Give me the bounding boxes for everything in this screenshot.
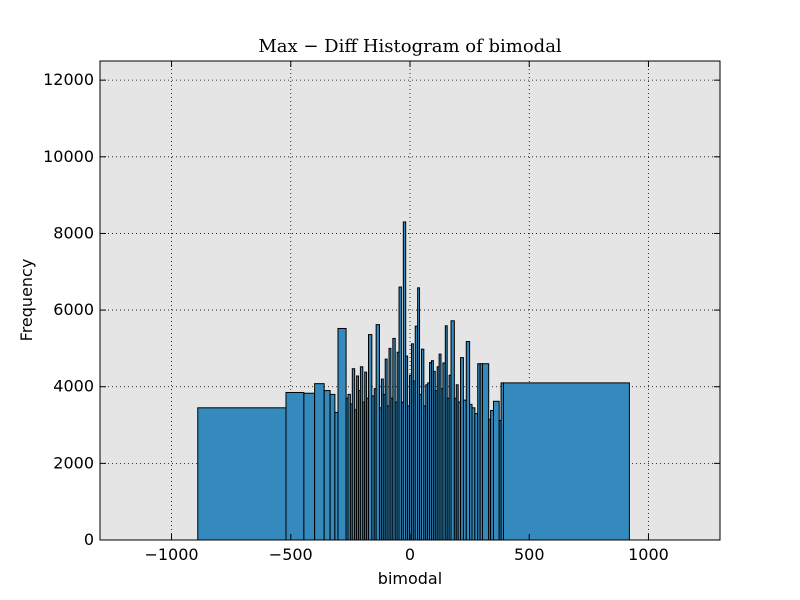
histogram-bar — [481, 363, 490, 541]
histogram-bar — [285, 391, 305, 541]
histogram-bar — [502, 382, 630, 541]
histogram-bar — [492, 400, 500, 541]
x-tick-label: 1000 — [628, 545, 669, 564]
histogram-bar — [368, 334, 373, 541]
x-tick-label: 0 — [405, 545, 415, 564]
y-tick-label: 6000 — [53, 300, 94, 319]
y-tick-label: 10000 — [43, 147, 94, 166]
y-axis-label: Frequency — [17, 259, 36, 342]
y-tick-label: 2000 — [53, 453, 94, 472]
histogram-bar — [337, 327, 347, 541]
histogram-bar — [314, 383, 325, 541]
histogram-bar — [303, 392, 316, 541]
histogram-bar — [465, 341, 471, 541]
y-tick-label: 8000 — [53, 223, 94, 242]
histogram-bar — [323, 390, 331, 541]
y-tick-label: 4000 — [53, 377, 94, 396]
x-tick-label: 500 — [514, 545, 545, 564]
y-tick-label: 12000 — [43, 70, 94, 89]
x-axis-label: bimodal — [378, 569, 442, 588]
histogram-bar — [375, 324, 380, 541]
histogram-bar — [450, 320, 455, 541]
y-tick-label: 0 — [84, 530, 94, 549]
chart-title: Max − Diff Histogram of bimodal — [258, 36, 562, 57]
histogram-bar — [329, 393, 336, 541]
x-tick-label: −1000 — [144, 545, 198, 564]
x-tick-label: −500 — [269, 545, 313, 564]
histogram-bar — [197, 407, 287, 541]
